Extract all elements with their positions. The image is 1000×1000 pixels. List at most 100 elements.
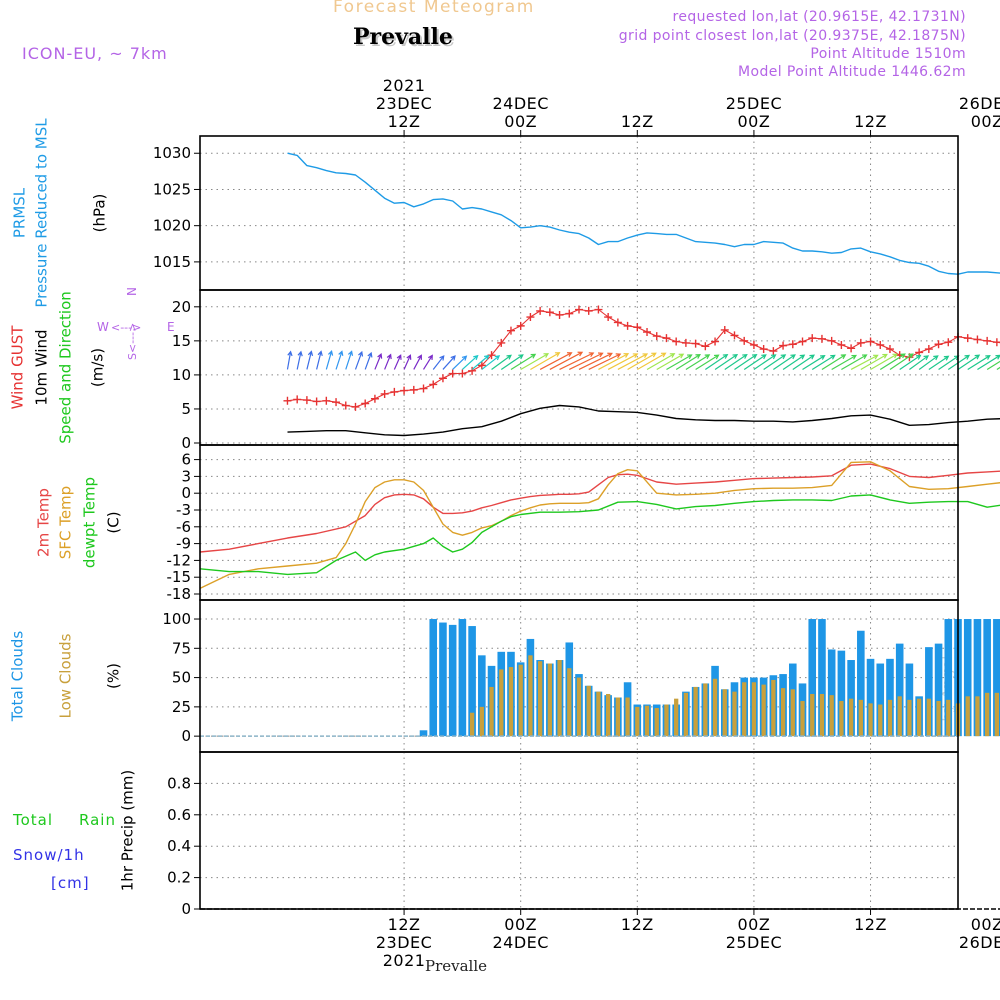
- wind-arrow: [870, 353, 899, 370]
- wind-arrow: [559, 352, 595, 370]
- wind-arrow: [335, 350, 344, 370]
- ytick-label: -12: [167, 551, 192, 569]
- ytick-label: 1015: [153, 253, 191, 271]
- gust-marker: [633, 323, 642, 332]
- gridpoint-coords: grid point closest lon,lat (20.9375E, 42…: [618, 28, 966, 44]
- gust-marker: [506, 326, 515, 335]
- total-cloud-bar: [963, 619, 972, 737]
- ytick-label: 100: [162, 610, 191, 628]
- wind-arrow: [354, 350, 364, 370]
- wind-arrow: [909, 355, 930, 370]
- low-cloud-bar: [829, 695, 834, 737]
- gust-marker: [351, 402, 360, 411]
- wind-arrow: [743, 354, 767, 370]
- bottom-axis-label: 00Z: [971, 915, 1000, 934]
- gust-marker: [370, 394, 379, 403]
- gust-marker: [672, 337, 681, 346]
- gust-marker: [526, 313, 535, 322]
- wind-arrow: [928, 355, 950, 370]
- gust-marker: [652, 332, 661, 341]
- wind-arrow: [899, 354, 922, 370]
- ytick-label: 1025: [153, 180, 191, 198]
- gust-marker: [584, 306, 593, 315]
- panel-label: PRMSL: [11, 187, 29, 238]
- gust-marker: [837, 340, 846, 349]
- wind-arrow: [491, 354, 512, 370]
- gust-marker: [740, 336, 749, 345]
- low-cloud-bar: [547, 663, 552, 737]
- gust-marker: [623, 321, 632, 330]
- gust-marker: [691, 339, 700, 348]
- wind-arrow: [549, 351, 584, 370]
- wind-arrow: [393, 354, 402, 370]
- gust-marker: [827, 336, 836, 345]
- gust-marker: [409, 385, 418, 394]
- low-cloud-bar: [693, 686, 698, 737]
- ytick-label: 0: [181, 900, 191, 918]
- ytick-label: 10: [172, 366, 191, 384]
- total-cloud-bar: [857, 630, 865, 737]
- total-cloud-bar: [934, 643, 943, 737]
- top-axis-label: 00Z: [504, 112, 537, 131]
- gust-marker: [458, 369, 467, 378]
- wind-arrow: [860, 353, 888, 370]
- wind-arrow: [704, 353, 729, 370]
- wind-arrow: [773, 354, 796, 370]
- wind-arrow: [423, 354, 433, 370]
- low-cloud-bar: [994, 692, 1000, 737]
- low-cloud-bar: [732, 691, 737, 737]
- top-axis-label: 25DEC: [726, 94, 782, 113]
- wind-arrow: [432, 355, 445, 370]
- panel-pressure: 1015 1020 1025 1030 PRMSL Pressure Reduced to…: [11, 118, 1000, 308]
- gust-marker: [429, 380, 438, 389]
- wind-arrow: [316, 350, 323, 370]
- wind-arrow: [792, 354, 815, 370]
- panel-frame: [199, 135, 959, 291]
- wind-arrow: [802, 355, 826, 370]
- gust-marker: [361, 399, 370, 408]
- low-cloud-bar: [800, 701, 805, 737]
- point-altitude: Point Altitude 1510m: [810, 46, 966, 62]
- ytick-label: 3: [181, 467, 191, 485]
- gust-marker: [419, 384, 428, 393]
- low-cloud-bar: [848, 698, 854, 737]
- wind-arrow: [588, 353, 622, 370]
- bottom-axis-label: 26DEC: [959, 933, 1000, 952]
- total-cloud-bar: [448, 624, 457, 737]
- compass-ew-arrow: <--->: [111, 321, 141, 334]
- gust-marker: [613, 318, 622, 327]
- wind-arrow: [734, 353, 758, 370]
- ytick-label: 0: [181, 727, 191, 745]
- gust-marker: [302, 396, 311, 405]
- total-cloud-bar: [439, 622, 447, 737]
- gust-marker: [565, 309, 574, 318]
- low-cloud-bar: [586, 685, 591, 737]
- low-cloud-bar: [635, 706, 640, 737]
- gust-marker: [575, 305, 583, 314]
- low-cloud-bar: [469, 712, 475, 737]
- panel-label: (hPa): [91, 194, 109, 233]
- wind-arrow: [530, 352, 561, 370]
- ytick-label: -18: [167, 585, 192, 603]
- wind-arrow: [918, 355, 939, 370]
- low-cloud-bar: [887, 699, 893, 737]
- wind-arrow: [481, 355, 501, 370]
- gust-marker: [963, 334, 972, 343]
- gust-marker: [769, 347, 778, 356]
- wind-arrow: [675, 353, 701, 370]
- ytick-label: -3: [176, 501, 191, 519]
- wind-arrow: [811, 354, 836, 370]
- wind-arrow: [695, 354, 720, 370]
- wind-arrow: [471, 354, 490, 370]
- gust-marker: [448, 369, 457, 378]
- gust-marker: [924, 345, 933, 354]
- low-cloud-bar: [576, 677, 582, 737]
- panel-frame: [199, 751, 959, 910]
- wind-arrow: [569, 352, 604, 370]
- gust-marker: [681, 338, 690, 347]
- gust-marker: [662, 334, 671, 343]
- low-cloud-bar: [839, 701, 844, 737]
- panel-label: (C): [105, 511, 123, 533]
